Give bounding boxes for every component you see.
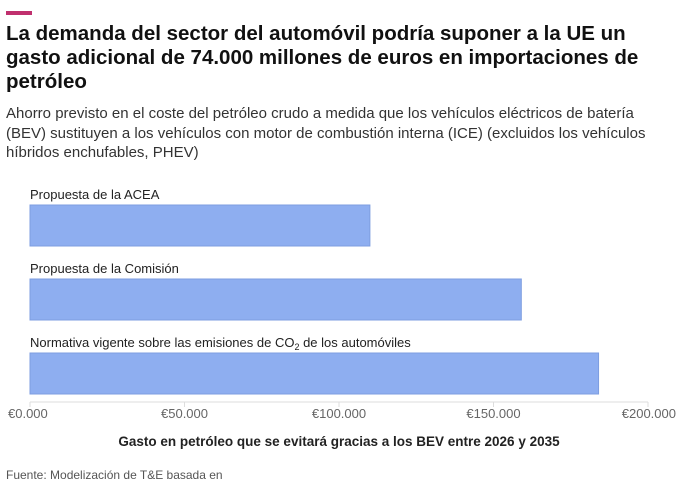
bar: [29, 278, 522, 321]
source-note: Fuente: Modelización de T&E basada en: [6, 468, 223, 482]
x-tick-label: €100.000: [312, 406, 366, 421]
x-tick-label: €50.000: [161, 406, 208, 421]
bar-label: Normativa vigente sobre las emisiones de…: [30, 335, 411, 352]
bar-label: Propuesta de la ACEA: [30, 187, 160, 202]
bar-label: Propuesta de la Comisión: [30, 261, 179, 276]
accent-bar: [6, 11, 32, 15]
bar: [29, 204, 371, 247]
x-tick-label: €200.000: [622, 406, 676, 421]
x-tick-label: €0.000: [8, 406, 48, 421]
x-axis-title: Gasto en petróleo que se evitará gracias…: [118, 434, 560, 449]
bar: [29, 352, 600, 395]
chart-subtitle: Ahorro previsto en el coste del petróleo…: [6, 105, 646, 161]
x-tick-label: €150.000: [466, 406, 520, 421]
chart-title: La demanda del sector del automóvil podr…: [6, 22, 639, 93]
